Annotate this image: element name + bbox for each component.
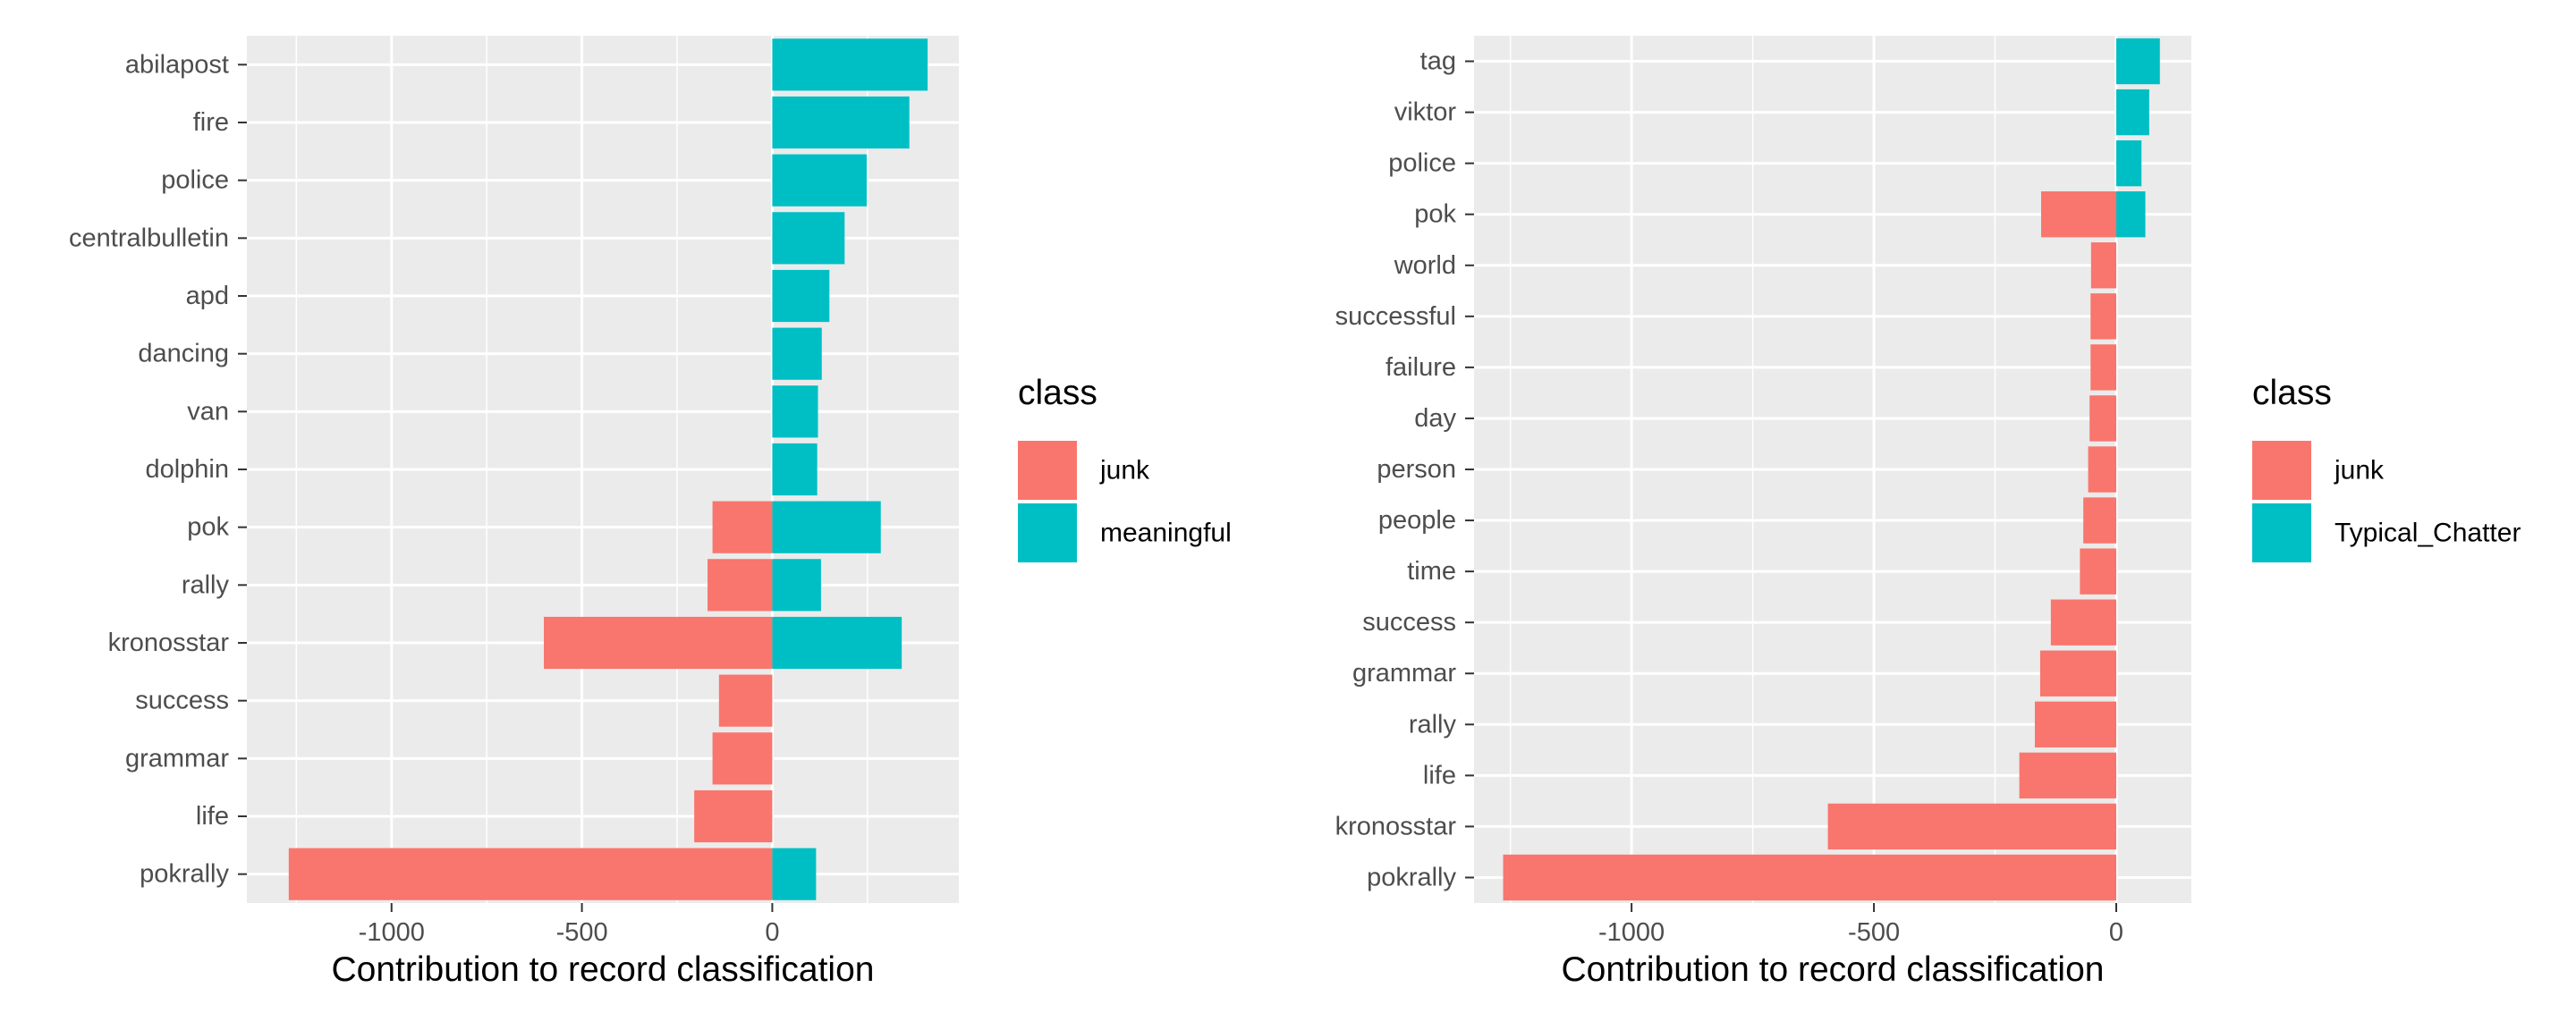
x-tick-label: 0 — [2109, 918, 2123, 947]
bar-junk-people — [2083, 497, 2117, 544]
bar-junk-person — [2088, 446, 2117, 493]
bar-junk-failure — [2090, 344, 2117, 391]
bar-typical-chatter-police — [2116, 139, 2142, 187]
y-tick-label: kronosstar — [108, 629, 230, 657]
bar-junk-pok — [2041, 191, 2117, 238]
y-tick-label: police — [161, 166, 229, 195]
x-tick-label: -500 — [1848, 918, 1900, 947]
bar-junk-life — [694, 789, 773, 843]
bar-junk-pok — [712, 501, 773, 553]
y-tick-label: police — [1388, 149, 1456, 178]
y-tick-label: life — [1423, 761, 1456, 789]
y-tick-label: grammar — [125, 744, 229, 772]
legend-key-swatch — [1018, 441, 1077, 500]
bar-typical-chatter-pok — [2116, 191, 2146, 238]
bar-junk-pokrally — [1503, 854, 2117, 901]
x-axis-title: Contribution to record classification — [1562, 950, 2105, 989]
y-tick-label: people — [1378, 506, 1456, 535]
bar-junk-successful — [2090, 293, 2117, 340]
bar-junk-life — [2019, 752, 2117, 799]
y-tick-label: pokrally — [1367, 863, 1456, 891]
y-tick-label: successful — [1335, 302, 1456, 331]
y-tick-label: dolphin — [145, 455, 229, 484]
y-tick-label: pok — [187, 513, 229, 542]
legend: class junk Typical_Chatter — [2252, 374, 2521, 562]
y-tick-label: pokrally — [140, 860, 229, 889]
x-tick-label: -1000 — [359, 918, 425, 947]
bar-meaningful-pokrally — [772, 848, 817, 900]
legend-key-swatch — [2252, 441, 2311, 500]
bar-junk-kronosstar — [1827, 803, 2117, 850]
x-tick-label: 0 — [765, 918, 779, 947]
bar-junk-rally — [708, 559, 773, 612]
y-tick-label: pok — [1414, 200, 1456, 229]
legend-key-label: Typical_Chatter — [2334, 519, 2521, 548]
legend-key-swatch — [2252, 503, 2311, 562]
x-tick-label: -1000 — [1598, 918, 1665, 947]
y-tick-label: viktor — [1394, 98, 1457, 127]
x-tick-label: -500 — [556, 918, 608, 947]
bar-typical-chatter-tag — [2116, 38, 2160, 85]
bar-junk-world — [2090, 242, 2117, 289]
bar-junk-success — [718, 674, 773, 727]
y-tick-label: rally — [182, 570, 230, 599]
legend-key-label: meaningful — [1100, 519, 1232, 548]
y-tick-label: van — [187, 397, 229, 426]
bar-meaningful-centralbulletin — [772, 212, 845, 265]
legend-key-label: junk — [1099, 456, 1150, 485]
y-tick-label: abilapost — [125, 50, 229, 79]
y-tick-label: kronosstar — [1335, 812, 1457, 840]
bar-meaningful-fire — [772, 96, 910, 149]
bar-junk-day — [2089, 395, 2117, 442]
bar-junk-success — [2050, 599, 2117, 646]
y-tick-label: day — [1414, 404, 1456, 433]
bar-meaningful-police — [772, 154, 867, 207]
y-tick-label: apd — [186, 282, 229, 310]
bar-junk-rally — [2034, 701, 2117, 747]
y-tick-label: person — [1377, 455, 1456, 484]
chart-panel-2: tag viktor police pok world successful failure… — [1335, 36, 2521, 989]
x-axis-title: Contribution to record classification — [332, 950, 875, 989]
y-tick-label: dancing — [138, 340, 229, 368]
chart-panel-1: abilapost fire police centralbulletin apd dan… — [69, 36, 1232, 989]
bar-junk-time — [2080, 548, 2117, 595]
y-tick-label: failure — [1385, 353, 1456, 382]
bar-meaningful-pok — [772, 501, 881, 553]
bar-meaningful-kronosstar — [772, 616, 902, 670]
bar-meaningful-van — [772, 385, 818, 438]
bar-meaningful-dolphin — [772, 443, 818, 496]
y-tick-label: time — [1407, 557, 1456, 586]
bar-junk-grammar — [2039, 650, 2117, 697]
legend-key-label: junk — [2334, 456, 2385, 485]
bar-meaningful-dancing — [772, 327, 822, 380]
y-tick-label: fire — [193, 108, 229, 137]
y-tick-label: life — [196, 802, 229, 831]
y-tick-label: success — [1362, 608, 1456, 637]
legend: class junk meaningful — [1018, 374, 1232, 562]
y-tick-label: grammar — [1352, 659, 1456, 688]
y-tick-label: rally — [1409, 710, 1457, 739]
bar-junk-pokrally — [288, 848, 773, 900]
legend-key-swatch — [1018, 503, 1077, 562]
bar-junk-kronosstar — [544, 616, 773, 670]
bar-junk-grammar — [712, 732, 773, 785]
bar-meaningful-rally — [772, 559, 821, 612]
bar-meaningful-abilapost — [772, 38, 928, 91]
y-tick-label: world — [1394, 251, 1456, 280]
y-tick-label: success — [135, 687, 229, 715]
bar-typical-chatter-viktor — [2116, 89, 2149, 136]
y-tick-label: tag — [1420, 47, 1456, 76]
legend-title: class — [1018, 374, 1097, 412]
legend-title: class — [2252, 374, 2332, 412]
bar-meaningful-apd — [772, 269, 830, 323]
y-tick-label: centralbulletin — [69, 224, 229, 252]
